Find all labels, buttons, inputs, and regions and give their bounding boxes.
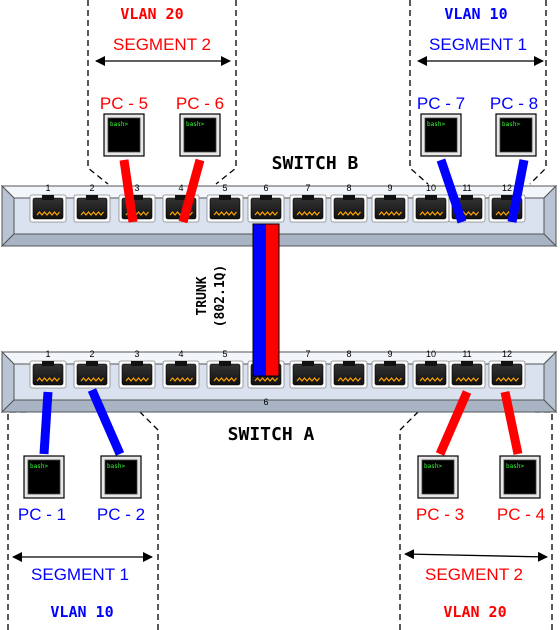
switch-a-port-number: 7 [305, 349, 310, 359]
switch-b-port-number: 6 [263, 183, 268, 193]
cable-pc1-port1 [39, 391, 53, 455]
switch-b-port-number: 11 [462, 183, 471, 193]
pc-4-icon[interactable]: bash> [499, 455, 541, 499]
terminal-prompt: bash> [110, 121, 128, 128]
cable-pc8-port12 [507, 159, 529, 223]
switch-b-label: SWITCH B [272, 153, 359, 174]
pc-5-label: PC - 5 [100, 94, 148, 113]
pc-6-icon[interactable]: bash> [179, 113, 221, 157]
pc-3-icon[interactable]: bash> [417, 455, 459, 499]
vlan-label-bottom-left: VLAN 10 [50, 603, 113, 621]
switch-a-port-number: 3 [134, 349, 139, 359]
pc-1-label: PC - 1 [18, 505, 66, 524]
terminal-prompt: bash> [107, 463, 125, 470]
switch-a-port-number: 11 [462, 349, 471, 359]
pc-8-label: PC - 8 [490, 94, 538, 113]
cable-pc3-port11 [435, 390, 472, 456]
switch-a-port-number: 2 [89, 349, 94, 359]
switch-a-port-number: 8 [346, 349, 351, 359]
segment-label-top-right: SEGMENT 1 [429, 35, 527, 54]
switch-b-port-number: 9 [387, 183, 392, 193]
segment-arrow-bottom-right [404, 549, 548, 562]
vlan-label-top-left: VLAN 20 [120, 5, 183, 23]
switch-a-port-1[interactable]: 1 [29, 349, 67, 389]
trunk-label: TRUNK [195, 276, 210, 315]
cable-pc4-port12 [500, 391, 523, 455]
switch-a-port-7[interactable]: 7 [289, 349, 327, 389]
switch-b-port-9[interactable]: 9 [371, 183, 409, 223]
switch-a-port-number: 12 [502, 349, 512, 359]
cable-pc7-port11 [436, 158, 467, 224]
switch-a-port-11[interactable]: 11 [448, 349, 486, 389]
switch-b-port-number: 10 [426, 183, 436, 193]
segment-label-bottom-right: SEGMENT 2 [425, 565, 523, 584]
pc-2-label: PC - 2 [97, 505, 145, 524]
switch-a-label: SWITCH A [228, 424, 315, 445]
top-left-boundary [87, 0, 237, 185]
switch-a-port-number: 10 [426, 349, 436, 359]
switch-a: 1234567891011126 [0, 349, 558, 414]
switch-a-port-3[interactable]: 3 [118, 349, 156, 389]
switch-a-port-8[interactable]: 8 [330, 349, 368, 389]
segment-label-top-left: SEGMENT 2 [113, 35, 211, 54]
segment-boundaries [7, 0, 553, 630]
switch-b-port-5[interactable]: 5 [206, 183, 244, 223]
pc-3-label: PC - 3 [416, 505, 464, 524]
pc-1-icon[interactable]: bash> [23, 455, 65, 499]
switch-a-port-10[interactable]: 10 [412, 349, 450, 389]
cable-pc2-port2 [87, 388, 125, 456]
cable-pc6-port4 [178, 158, 205, 224]
terminal-prompt: bash> [30, 463, 48, 470]
switch-a-port-5[interactable]: 5 [206, 349, 244, 389]
pc-icons: bash> bash> bash> bash> bash> bash> bash> bash> [23, 113, 541, 499]
switch-b-port-number: 5 [222, 183, 227, 193]
terminal-prompt: bash> [506, 463, 524, 470]
switch-a-port-number: 4 [178, 349, 183, 359]
switch-a-port-2[interactable]: 2 [73, 349, 111, 389]
switch-a-port-6-sublabel: 6 [263, 397, 268, 407]
switch-b-port-1[interactable]: 1 [29, 183, 67, 223]
segment-label-bottom-left: SEGMENT 1 [31, 565, 129, 584]
cables [39, 158, 529, 456]
pc-8-icon[interactable]: bash> [495, 113, 537, 157]
switch-b-port-7[interactable]: 7 [289, 183, 327, 223]
pc-6-label: PC - 6 [176, 94, 224, 113]
vlan-label-bottom-right: VLAN 20 [443, 603, 506, 621]
switch-b-port-number: 12 [502, 183, 512, 193]
terminal-prompt: bash> [186, 121, 204, 128]
switch-a-port-number: 9 [387, 349, 392, 359]
bottom-right-boundary [399, 409, 553, 630]
switch-b-port-number: 7 [305, 183, 310, 193]
switch-b-port-number: 1 [45, 183, 50, 193]
switch-a-port-number: 5 [222, 349, 227, 359]
switch-b-port-number: 8 [346, 183, 351, 193]
trunk-cable-red [266, 224, 279, 376]
pc-7-label: PC - 7 [417, 94, 465, 113]
pc-2-icon[interactable]: bash> [100, 455, 142, 499]
pc-5-icon[interactable]: bash> [103, 113, 145, 157]
trunk-protocol-label: (802.1Q) [213, 265, 228, 328]
switch-b-port-number: 2 [89, 183, 94, 193]
switch-a-port-12[interactable]: 12 [488, 349, 526, 389]
top-right-boundary [409, 0, 547, 185]
switch-b-port-number: 4 [178, 183, 183, 193]
switch-a-port-number: 1 [45, 349, 50, 359]
terminal-prompt: bash> [424, 463, 442, 470]
trunk-cable-blue [253, 224, 266, 376]
terminal-prompt: bash> [502, 121, 520, 128]
pc-4-label: PC - 4 [497, 505, 545, 524]
cable-pc5-port3 [119, 159, 138, 223]
pc-7-icon[interactable]: bash> [420, 113, 462, 157]
switch-a-port-9[interactable]: 9 [371, 349, 409, 389]
switch-b-port-6[interactable]: 6 [247, 183, 285, 223]
trunk-label-group: TRUNK (802.1Q) [195, 265, 228, 328]
switch-b-port-number: 3 [134, 183, 139, 193]
switch-a-port-4[interactable]: 4 [162, 349, 200, 389]
terminal-prompt: bash> [427, 121, 445, 128]
switch-b-port-8[interactable]: 8 [330, 183, 368, 223]
vlan-label-top-right: VLAN 10 [444, 5, 507, 23]
switch-b-port-2[interactable]: 2 [73, 183, 111, 223]
switch-b-port-10[interactable]: 10 [412, 183, 450, 223]
